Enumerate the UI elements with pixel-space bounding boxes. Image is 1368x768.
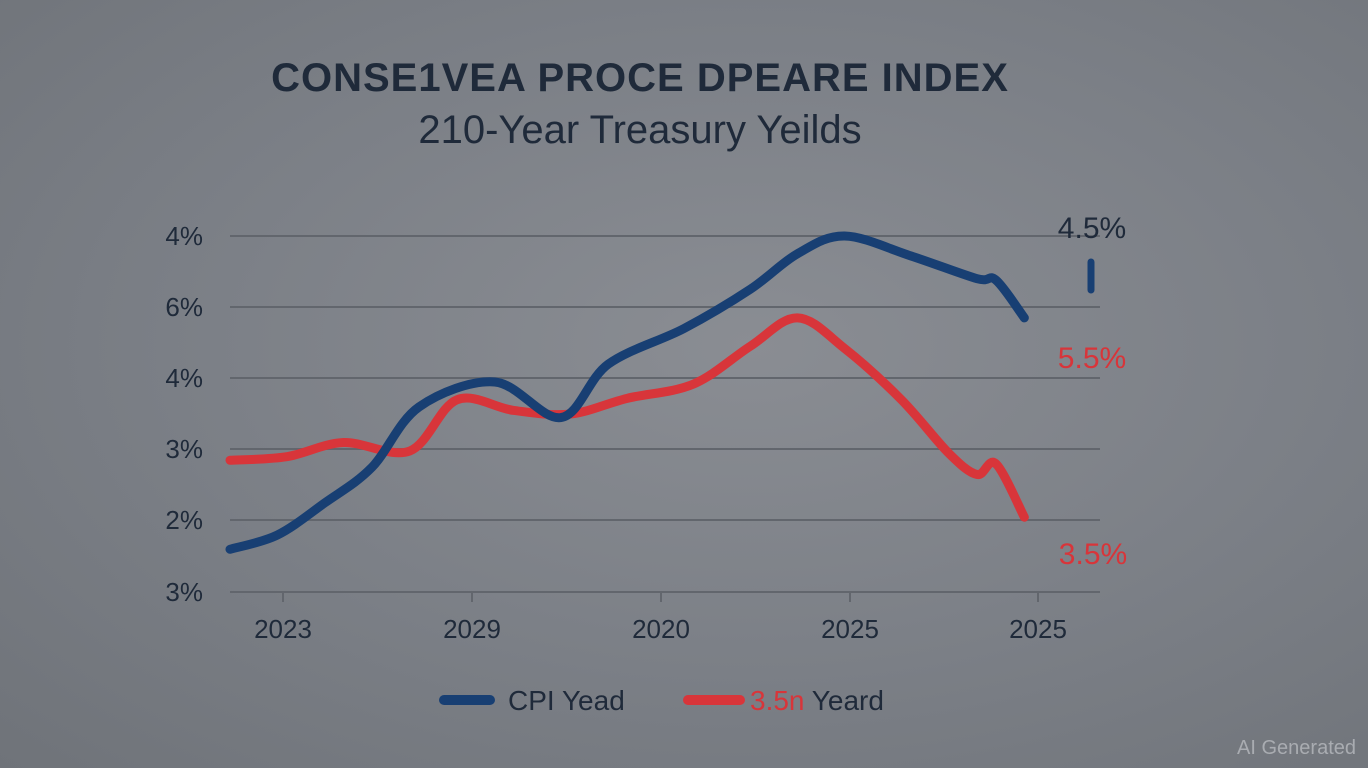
series-line-0 [225, 231, 1029, 554]
y-tick-label-2: 4% [165, 363, 203, 393]
series-0-end-label: 4.5% [1058, 212, 1126, 245]
y-tick-label-5: 3% [165, 577, 203, 607]
x-tick-label-2: 2020 [632, 614, 690, 644]
y-tick-label-4: 2% [165, 505, 203, 535]
chart-title: CONSE1VEA PROCE DPEARE INDEX [271, 56, 1009, 100]
series-1-end-label: 5.5% [1058, 342, 1126, 375]
legend-label-1: 3.5n Yeard [750, 685, 884, 716]
y-tick-label-1: 6% [165, 292, 203, 322]
watermark: AI Generated [1237, 737, 1356, 759]
x-tick-label-1: 2029 [443, 614, 501, 644]
series-line-1 [225, 313, 1029, 522]
legend-label-0: CPI Yead [508, 685, 625, 716]
chart-subtitle: 210-Year Treasury Yeilds [418, 108, 862, 152]
series-1-secondary-label: 3.5% [1059, 538, 1127, 571]
x-tick-label-4: 2025 [1009, 614, 1067, 644]
y-tick-label-0: 4% [165, 221, 203, 251]
x-tick-label-0: 2023 [254, 614, 312, 644]
y-tick-label-3: 3% [165, 434, 203, 464]
x-tick-label-3: 2025 [821, 614, 879, 644]
legend-label-1-suffix: Yeard [805, 685, 884, 716]
legend-label-1-prefix: 3.5n [750, 685, 805, 716]
